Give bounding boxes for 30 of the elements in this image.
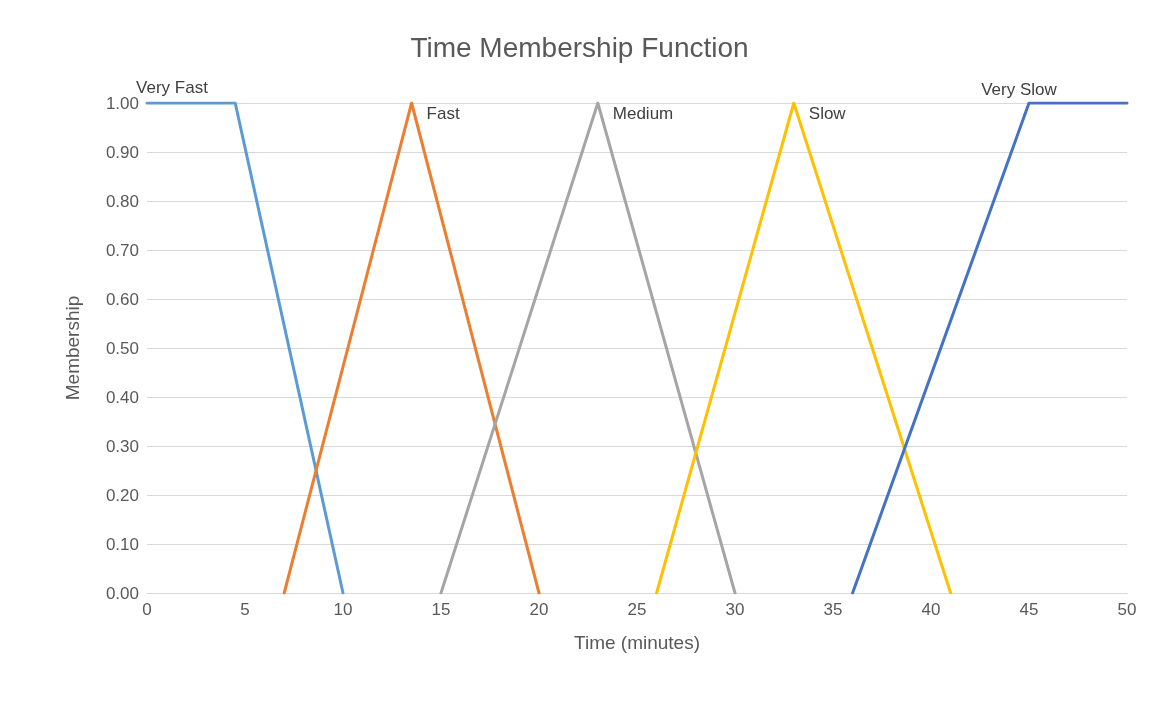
x-tick-label: 20: [529, 600, 549, 619]
x-tick-label: 40: [921, 600, 941, 619]
x-tick-label: 50: [1117, 600, 1137, 619]
series-label: Medium: [612, 103, 674, 123]
x-tick-label: 35: [823, 600, 843, 619]
series-label: Very Fast: [136, 78, 209, 97]
x-tick-label: 45: [1019, 600, 1039, 619]
series-label: Slow: [808, 103, 847, 123]
y-tick-label: 0.00: [105, 583, 139, 603]
x-axis-title: Time (minutes): [574, 632, 700, 653]
y-tick-label: 0.10: [105, 534, 139, 554]
series-label: Fast: [426, 103, 460, 123]
y-tick-label: 0.60: [105, 289, 139, 309]
series-label: Very Slow: [981, 80, 1058, 99]
x-tick-label: 5: [240, 600, 250, 619]
x-tick-label: 10: [333, 600, 353, 619]
y-tick-label: 0.30: [105, 436, 139, 456]
y-tick-label: 1.00: [105, 93, 139, 113]
x-tick-label: 25: [627, 600, 647, 619]
chart-title: Time Membership Function: [410, 31, 749, 63]
y-tick-label: 0.40: [105, 387, 139, 407]
x-tick-label: 30: [725, 600, 745, 619]
y-tick-label: 0.80: [105, 191, 139, 211]
y-tick-label: 0.50: [105, 338, 139, 358]
x-tick-label: 15: [431, 600, 451, 619]
x-tick-label: 0: [142, 600, 152, 619]
y-tick-label: 0.20: [105, 485, 139, 505]
y-tick-label: 0.90: [105, 142, 139, 162]
y-tick-label: 0.70: [105, 240, 139, 260]
y-axis-title: Membership: [62, 295, 83, 401]
